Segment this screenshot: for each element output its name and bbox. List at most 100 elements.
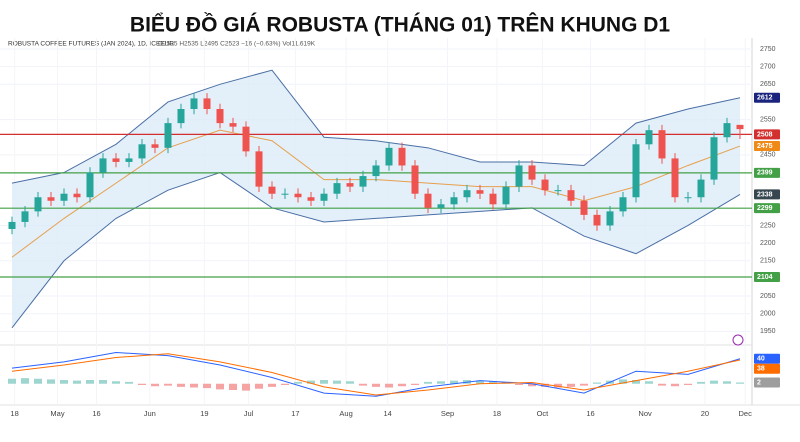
candle-body bbox=[294, 193, 302, 198]
y-tick-label: 2550 bbox=[760, 116, 776, 123]
x-tick-label: Dec bbox=[739, 409, 753, 418]
macd-macd-line bbox=[11, 351, 741, 397]
macd-histogram-bar bbox=[203, 383, 211, 389]
macd-histogram-bar bbox=[294, 381, 302, 384]
candle-body bbox=[190, 98, 198, 109]
macd-histogram-bar bbox=[99, 380, 107, 384]
macd-histogram-bar bbox=[177, 383, 185, 387]
candle-body bbox=[125, 158, 133, 162]
page-title: BIỂU ĐỒ GIÁ ROBUSTA (THÁNG 01) TRÊN KHUN… bbox=[130, 13, 671, 37]
macd-histogram-bar bbox=[580, 383, 588, 386]
candle-body bbox=[385, 147, 393, 166]
macd-histogram-bar bbox=[398, 383, 406, 387]
candle-body bbox=[736, 124, 744, 130]
macd-histogram-bar bbox=[684, 383, 692, 385]
candle-body bbox=[372, 165, 380, 177]
y-tick-label: 2050 bbox=[760, 293, 776, 300]
candle-body bbox=[242, 126, 250, 152]
y-tick-label: 2000 bbox=[760, 311, 776, 318]
x-tick-label: 19 bbox=[200, 409, 208, 418]
histogram-tag: 2 bbox=[757, 379, 761, 386]
alert-icon[interactable] bbox=[732, 334, 744, 346]
macd-histogram-bar bbox=[671, 383, 679, 387]
candle-body bbox=[710, 137, 718, 180]
level-tag-bg bbox=[754, 167, 780, 178]
macd-signal-line bbox=[11, 353, 741, 396]
macd-tag: 40 bbox=[757, 356, 765, 363]
candle-body bbox=[697, 179, 705, 198]
macd-histogram-bar bbox=[359, 383, 367, 386]
candle-body bbox=[489, 193, 497, 205]
macd-histogram-bar bbox=[86, 380, 94, 384]
x-tick-label: Jun bbox=[144, 409, 156, 418]
candle-body bbox=[268, 186, 276, 194]
macd-histogram-bar bbox=[333, 380, 341, 384]
candle-body bbox=[86, 172, 94, 198]
level-tag-bg bbox=[754, 203, 780, 214]
macd-histogram-bar bbox=[372, 383, 380, 387]
candle-body bbox=[645, 130, 653, 145]
candle-body bbox=[151, 144, 159, 148]
candle-body bbox=[320, 193, 328, 201]
candle-body bbox=[47, 197, 55, 201]
macd-histogram-bar bbox=[645, 381, 653, 384]
histogram-tag-bg bbox=[754, 377, 780, 388]
candle-body bbox=[554, 190, 562, 192]
candle-body bbox=[567, 190, 575, 201]
candle-body bbox=[671, 158, 679, 198]
candle-body bbox=[398, 147, 406, 166]
macd-histogram-bar bbox=[710, 380, 718, 384]
macd-histogram-bar bbox=[112, 381, 120, 384]
candle-body bbox=[359, 176, 367, 187]
level-tag-bg bbox=[754, 129, 780, 140]
macd-histogram-bar bbox=[216, 383, 224, 390]
candle-body bbox=[606, 211, 614, 226]
macd-histogram-bar bbox=[723, 381, 731, 384]
candle-body bbox=[177, 109, 185, 124]
macd-histogram-bar bbox=[450, 380, 458, 384]
macd-histogram-bar bbox=[411, 383, 419, 385]
macd-histogram-bar bbox=[346, 381, 354, 384]
macd-histogram-bar bbox=[567, 383, 575, 387]
macd-histogram-bar bbox=[255, 383, 263, 389]
candle-body bbox=[164, 123, 172, 148]
candle-body bbox=[411, 165, 419, 194]
x-tick-label: 18 bbox=[10, 409, 18, 418]
macd-histogram-bar bbox=[307, 380, 315, 384]
candle-body bbox=[138, 144, 146, 159]
macd-histogram-bar bbox=[125, 381, 133, 384]
macd-histogram-bar bbox=[528, 383, 536, 387]
macd-histogram-bar bbox=[736, 382, 744, 384]
macd-histogram-bar bbox=[424, 381, 432, 384]
y-tick-label: 2650 bbox=[760, 81, 776, 88]
y-tick-label: 2200 bbox=[760, 240, 776, 247]
macd-histogram-bar bbox=[476, 380, 484, 384]
level-tag-bg bbox=[754, 272, 780, 282]
indicator-tag: 2475 bbox=[757, 143, 773, 150]
candle-body bbox=[203, 98, 211, 109]
candle-body bbox=[684, 197, 692, 199]
level-tag: 2508 bbox=[757, 131, 773, 138]
x-tick-label: Nov bbox=[638, 409, 652, 418]
candle-body bbox=[99, 158, 107, 173]
x-tick-label: Oct bbox=[537, 409, 550, 418]
y-tick-label: 2450 bbox=[760, 152, 776, 159]
macd-histogram-bar bbox=[190, 383, 198, 388]
macd-histogram-bar bbox=[268, 383, 276, 387]
macd-histogram-bar bbox=[34, 378, 42, 384]
macd-histogram-bar bbox=[489, 381, 497, 384]
candle-body bbox=[112, 158, 120, 162]
macd-histogram-bar bbox=[697, 381, 705, 384]
macd-histogram-bar bbox=[632, 380, 640, 384]
x-tick-label: May bbox=[50, 409, 64, 418]
candle-body bbox=[21, 211, 29, 222]
candle-body bbox=[346, 183, 354, 187]
candle-body bbox=[437, 204, 445, 208]
macd-histogram-bar bbox=[437, 381, 445, 384]
macd-histogram-bar bbox=[164, 383, 172, 386]
y-tick-label: 2150 bbox=[760, 258, 776, 265]
candle-body bbox=[463, 190, 471, 198]
candle-body bbox=[424, 193, 432, 208]
indicator-tag: 2338 bbox=[757, 191, 773, 198]
